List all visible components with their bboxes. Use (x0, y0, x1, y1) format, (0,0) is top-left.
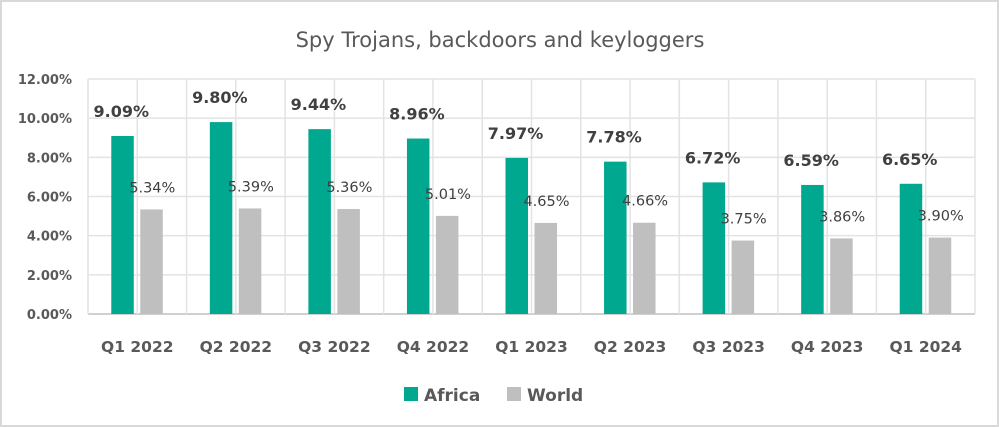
bar-africa (604, 161, 627, 314)
bar-world (140, 209, 163, 314)
bar-africa (505, 157, 528, 314)
x-tick-label: Q3 2023 (692, 338, 765, 356)
data-label-world: 3.75% (721, 212, 767, 228)
bar-world (435, 215, 459, 314)
data-label-africa: 6.65% (882, 150, 938, 169)
bar-africa (111, 135, 134, 314)
data-label-world: 3.86% (819, 209, 865, 225)
y-axis-labels: 0.00% 2.00% 4.00% 6.00% 8.00% 10.00% 12.00% (18, 73, 72, 323)
data-label-africa: 6.72% (685, 148, 741, 167)
data-label-world: 4.66% (622, 194, 668, 210)
x-tick-label: Q3 2022 (298, 338, 371, 356)
bar-world (238, 208, 262, 314)
data-label-africa: 7.97% (488, 124, 544, 143)
y-tick-label: 6.00% (27, 191, 72, 206)
bar-africa (702, 182, 726, 314)
data-label-world: 4.65% (523, 194, 569, 210)
y-tick-label: 0.00% (27, 308, 72, 323)
x-tick-label: Q1 2023 (495, 338, 568, 356)
bar-africa (801, 184, 824, 314)
legend-label-world: World (527, 386, 583, 406)
x-tick-label: Q4 2023 (791, 338, 864, 356)
gridlines (87, 78, 976, 315)
x-tick-label: Q2 2022 (200, 338, 273, 356)
x-tick-label: Q1 2024 (889, 338, 962, 356)
data-labels: 9.09% 5.34% 9.80% 5.39% 9.44% 5.36% 8.96% 5.01%… (94, 88, 964, 227)
bar-africa (209, 122, 233, 314)
x-tick-label: Q4 2022 (397, 338, 470, 356)
y-tick-label: 8.00% (27, 151, 72, 166)
data-label-world: 3.90% (918, 209, 964, 225)
data-label-africa: 9.80% (192, 88, 248, 107)
bars (111, 122, 952, 314)
data-label-africa: 9.09% (94, 102, 150, 121)
data-label-africa: 9.44% (291, 95, 347, 114)
data-label-world: 5.36% (326, 180, 372, 196)
bar-world (534, 222, 557, 314)
y-tick-label: 2.00% (27, 269, 72, 284)
legend-swatch-africa (404, 387, 418, 401)
legend-label-africa: Africa (424, 386, 480, 406)
bar-world (731, 240, 755, 314)
y-tick-label: 12.00% (18, 73, 72, 88)
bar-world (928, 237, 952, 314)
bar-africa (406, 138, 430, 314)
chart-title: Spy Trojans, backdoors and keyloggers (296, 28, 705, 52)
legend-swatch-world (507, 387, 521, 401)
bar-world (830, 238, 853, 314)
data-label-world: 5.01% (425, 187, 471, 203)
data-label-africa: 8.96% (389, 105, 445, 124)
bar-africa (308, 129, 331, 314)
data-label-world: 5.39% (228, 179, 274, 195)
x-axis-labels: Q1 2022 Q2 2022 Q3 2022 Q4 2022 Q1 2023 Q2 20… (101, 338, 962, 356)
y-tick-label: 10.00% (18, 112, 72, 127)
y-tick-label: 4.00% (27, 230, 72, 245)
data-label-world: 5.34% (129, 180, 175, 196)
bar-world (633, 222, 656, 314)
legend: Africa World (404, 386, 583, 406)
bar-world (337, 209, 360, 314)
bar-africa (899, 183, 923, 314)
x-tick-label: Q2 2023 (594, 338, 667, 356)
data-label-africa: 7.78% (586, 128, 642, 147)
data-label-africa: 6.59% (783, 151, 839, 170)
x-tick-label: Q1 2022 (101, 338, 174, 356)
